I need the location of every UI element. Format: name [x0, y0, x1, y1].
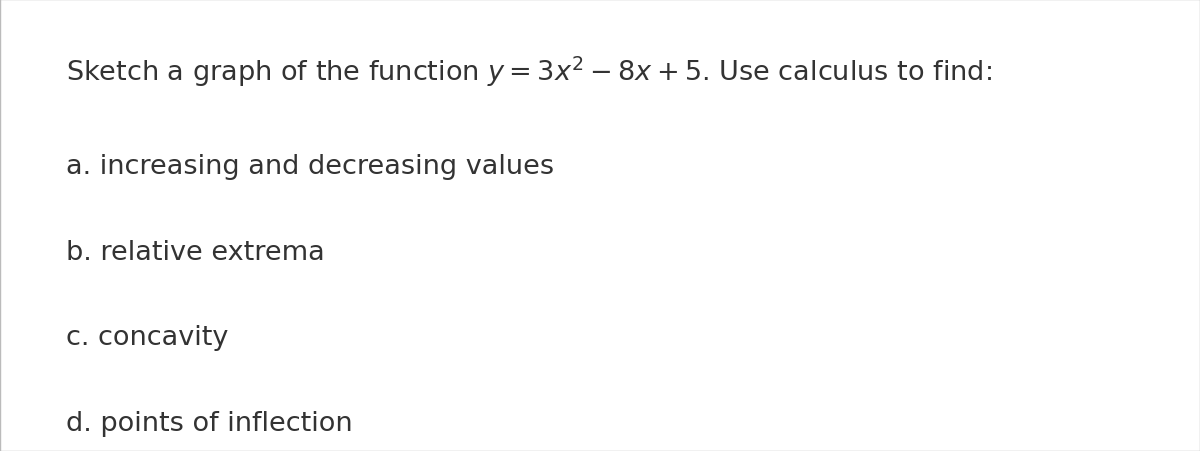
- Text: b. relative extrema: b. relative extrema: [66, 239, 325, 265]
- Text: c. concavity: c. concavity: [66, 325, 228, 351]
- Text: Sketch a graph of the function $y = 3x^2 - 8x + 5$. Use calculus to find:: Sketch a graph of the function $y = 3x^2…: [66, 54, 992, 88]
- Text: a. increasing and decreasing values: a. increasing and decreasing values: [66, 153, 554, 179]
- Text: d. points of inflection: d. points of inflection: [66, 410, 353, 437]
